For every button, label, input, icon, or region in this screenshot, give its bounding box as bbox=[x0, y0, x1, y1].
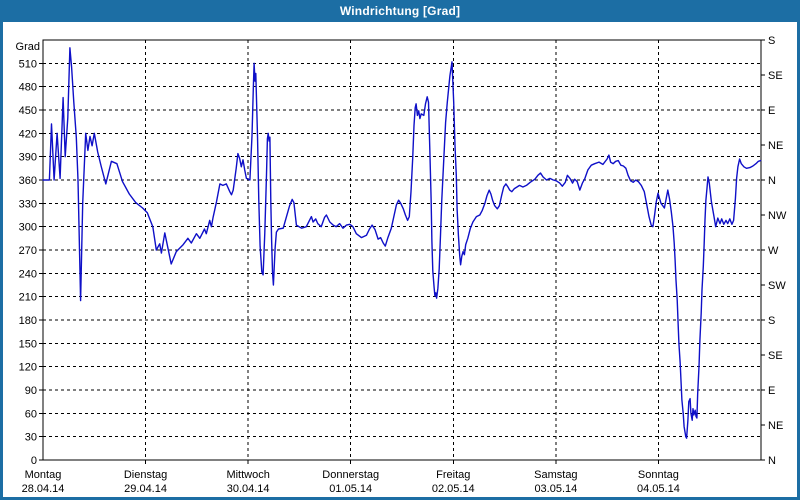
y-axis-unit-label: Grad bbox=[16, 41, 40, 53]
chart-area: 0 30 60 90 120 150 180 210 240 270 300 330 360 390 420… bbox=[3, 22, 797, 497]
compass-label: N bbox=[768, 175, 776, 187]
x-axis-date-label: 30.04.14 bbox=[227, 483, 270, 495]
compass-label: E bbox=[768, 105, 775, 117]
axis-labels: 0 30 60 90 120 150 180 210 240 270 300 330 360 390 420… bbox=[16, 35, 787, 495]
y-axis-tick-label: 150 bbox=[19, 338, 37, 350]
compass-label: SE bbox=[768, 70, 783, 82]
window-title: Windrichtung [Grad] bbox=[339, 4, 461, 18]
y-axis-tick-label: 60 bbox=[25, 408, 37, 420]
compass-label: SW bbox=[768, 280, 786, 292]
x-axis-day-label: Samstag bbox=[534, 469, 577, 481]
x-axis-date-label: 28.04.14 bbox=[22, 483, 65, 495]
y-axis-tick-label: 30 bbox=[25, 432, 37, 444]
x-axis-date-label: 01.05.14 bbox=[329, 483, 372, 495]
compass-label: S bbox=[768, 35, 775, 47]
compass-label: NE bbox=[768, 420, 783, 432]
y-axis-tick-label: 510 bbox=[19, 58, 37, 70]
y-axis-tick-label: 210 bbox=[19, 292, 37, 304]
x-axis-day-label: Dienstag bbox=[124, 469, 167, 481]
y-axis-tick-label: 360 bbox=[19, 175, 37, 187]
wind-direction-chart: 0 30 60 90 120 150 180 210 240 270 300 330 360 390 420… bbox=[16, 35, 787, 495]
x-axis-date-label: 29.04.14 bbox=[124, 483, 167, 495]
gridlines bbox=[43, 40, 761, 460]
x-axis-date-label: 03.05.14 bbox=[534, 483, 577, 495]
y-axis-tick-label: 240 bbox=[19, 268, 37, 280]
y-axis-tick-label: 330 bbox=[19, 198, 37, 210]
axes bbox=[39, 39, 765, 464]
y-axis-tick-label: 180 bbox=[19, 315, 37, 327]
compass-label: NW bbox=[768, 210, 787, 222]
x-axis-day-label: Freitag bbox=[436, 469, 470, 481]
y-axis-tick-label: 300 bbox=[19, 222, 37, 234]
x-axis-day-label: Mittwoch bbox=[226, 469, 269, 481]
compass-label: W bbox=[768, 245, 779, 257]
y-axis-tick-label: 90 bbox=[25, 385, 37, 397]
data-series bbox=[42, 47, 762, 439]
x-axis-day-label: Montag bbox=[25, 469, 62, 481]
wind-direction-line bbox=[42, 47, 762, 439]
plot-border bbox=[42, 39, 762, 461]
compass-label: N bbox=[768, 455, 776, 467]
x-axis-date-label: 02.05.14 bbox=[432, 483, 475, 495]
compass-label: E bbox=[768, 385, 775, 397]
x-axis-day-label: Donnerstag bbox=[322, 469, 379, 481]
y-axis-tick-label: 480 bbox=[19, 82, 37, 94]
compass-label: SE bbox=[768, 350, 783, 362]
y-axis-tick-label: 270 bbox=[19, 245, 37, 257]
y-axis-tick-label: 420 bbox=[19, 128, 37, 140]
y-axis-tick-label: 120 bbox=[19, 362, 37, 374]
y-axis-tick-label: 0 bbox=[31, 455, 37, 467]
x-axis-date-label: 04.05.14 bbox=[637, 483, 680, 495]
y-axis-tick-label: 390 bbox=[19, 152, 37, 164]
compass-label: NE bbox=[768, 140, 783, 152]
x-axis-day-label: Sonntag bbox=[638, 469, 679, 481]
y-axis-tick-label: 450 bbox=[19, 105, 37, 117]
compass-label: S bbox=[768, 315, 775, 327]
title-bar: Windrichtung [Grad] bbox=[0, 0, 800, 22]
